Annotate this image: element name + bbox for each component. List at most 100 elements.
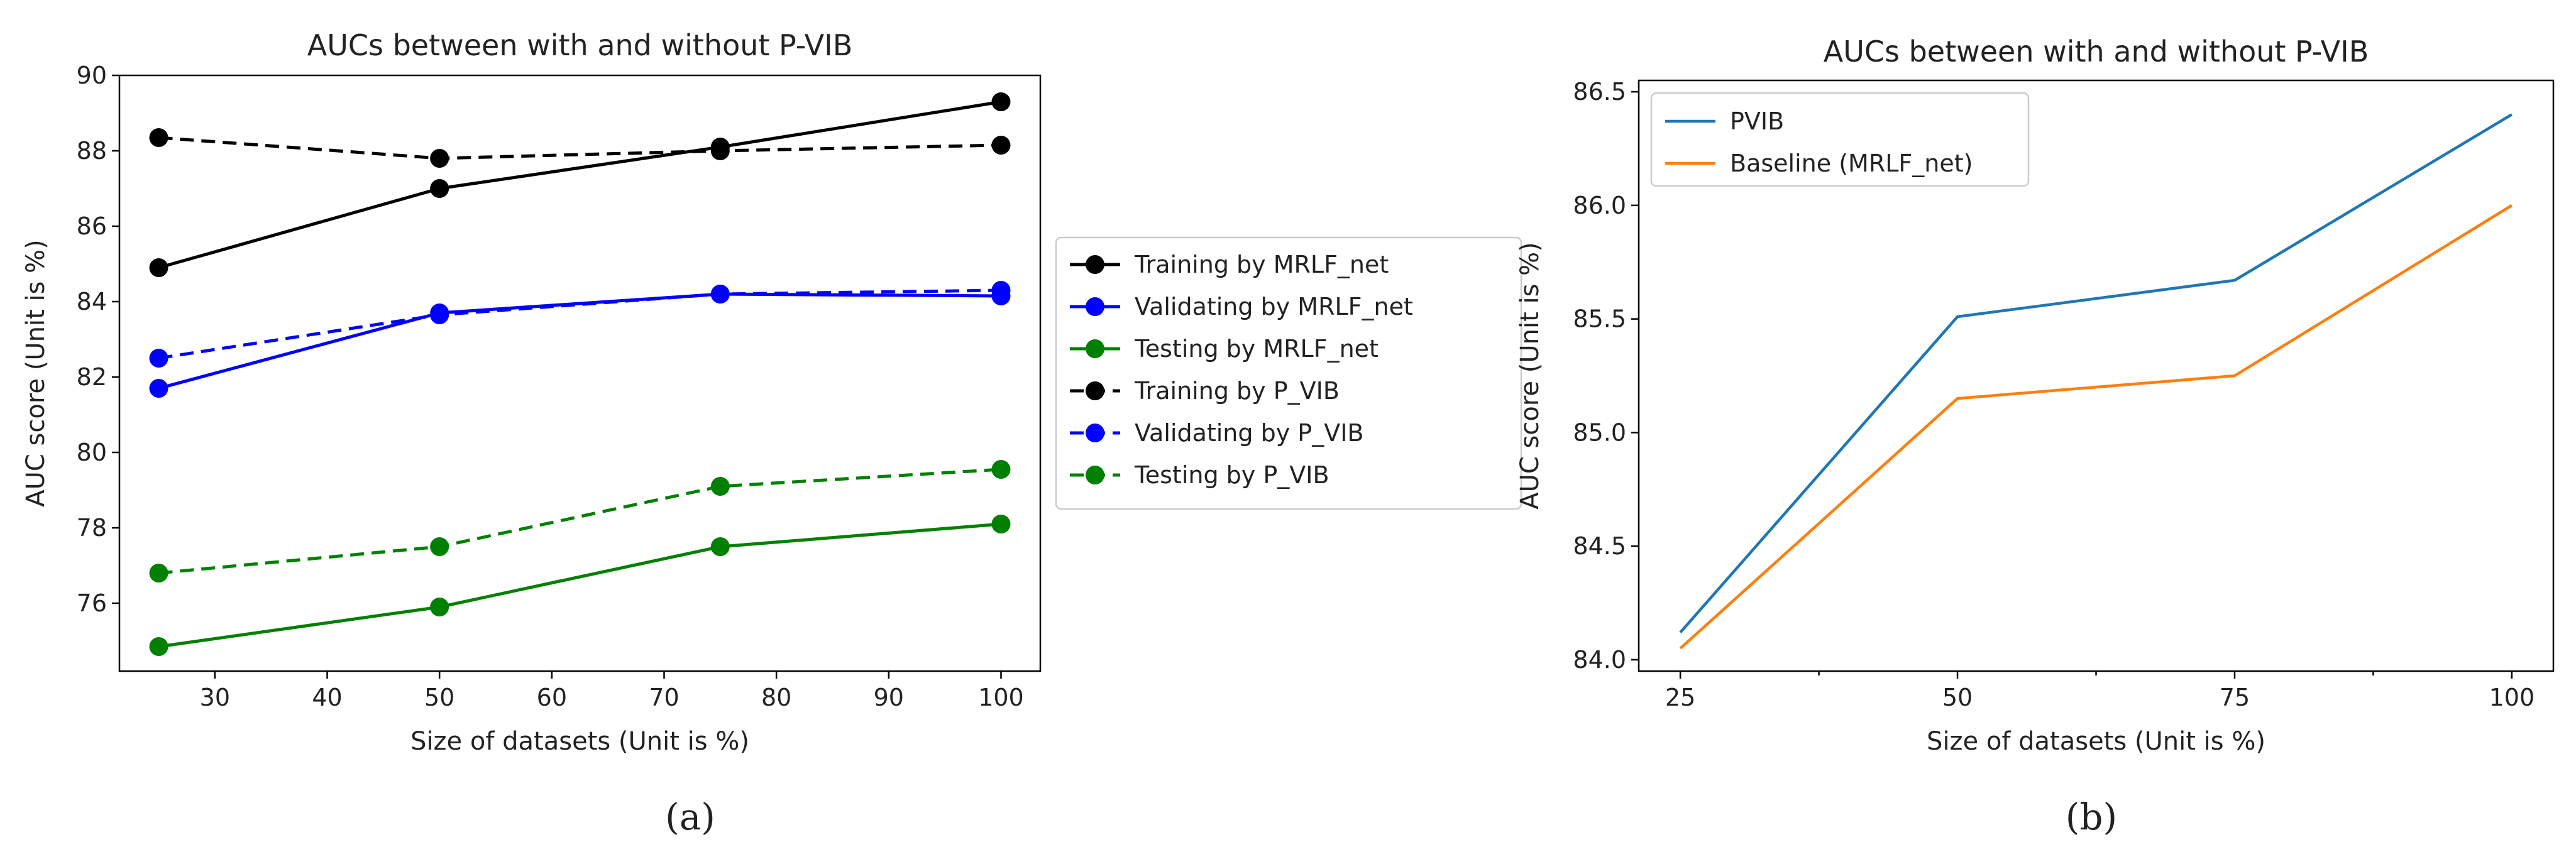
x-tick-label: 60: [537, 684, 567, 711]
legend-entry: Testing by P_VIB: [1070, 461, 1329, 489]
legend-swatch-marker: [1086, 381, 1104, 400]
legend: PVIB Baseline (MRLF_net): [1650, 92, 2030, 187]
series-line: [1679, 113, 2513, 634]
panel-caption: (b): [2066, 796, 2117, 838]
series-line: [158, 100, 1001, 270]
data-point: [991, 92, 1011, 111]
y-tick-label: 88: [77, 137, 107, 165]
data-point: [149, 258, 168, 277]
legend-swatch-marker: [1086, 255, 1104, 274]
legend-swatch-marker: [1086, 297, 1104, 316]
series-validating-by-p-vib: [149, 281, 1011, 368]
x-tick-label: 100: [2489, 684, 2535, 711]
series-baseline-mrlf-net-: [1679, 204, 2513, 650]
data-point: [149, 349, 168, 368]
data-point: [149, 379, 168, 398]
series-line: [158, 292, 1001, 390]
data-point: [710, 477, 730, 496]
legend-box: [1650, 92, 2030, 187]
series-line: [158, 522, 1001, 648]
y-tick-label: 82: [77, 363, 107, 391]
chart-panel-a: AUCs between with and without P-VIB 30 40 5…: [21, 28, 1522, 838]
legend-label: Testing by P_VIB: [1134, 461, 1329, 489]
legend-entry: Validating by MRLF_net: [1070, 293, 1413, 320]
chart-title: AUCs between with and without P-VIB: [1824, 35, 2369, 68]
legend-entry: Training by MRLF_net: [1070, 251, 1389, 278]
legend-swatch-marker: [1086, 424, 1104, 442]
legend-label: Baseline (MRLF_net): [1730, 150, 1973, 177]
legend-label: Validating by P_VIB: [1135, 419, 1363, 447]
data-point: [710, 285, 730, 303]
data-point: [991, 515, 1011, 533]
legend-entry: PVIB: [1665, 107, 1784, 135]
chart-panel-b: AUCs between with and without P-VIB 25 50 7…: [1516, 35, 2555, 838]
legend-label: Validating by MRLF_net: [1135, 293, 1413, 320]
data-point: [991, 460, 1011, 479]
series-testing-by-p-vib: [149, 460, 1011, 582]
data-point: [430, 598, 449, 616]
y-tick-label: 85.5: [1573, 305, 1626, 333]
plot-frame: [118, 74, 1042, 672]
legend: Training by MRLF_net Validating by MRLF_n…: [1055, 236, 1522, 510]
series-line: [158, 468, 1001, 575]
y-tick-label: 84.0: [1573, 646, 1626, 674]
x-tick-label: 80: [761, 684, 791, 711]
series-line: [158, 288, 1001, 360]
series-testing-by-mrlf-net: [149, 515, 1011, 656]
legend-swatch-marker: [1086, 339, 1104, 358]
data-point: [430, 537, 449, 556]
legend-label: Training by MRLF_net: [1134, 251, 1389, 278]
data-point: [430, 149, 449, 168]
data-point: [430, 305, 449, 324]
series-line: [1679, 204, 2513, 650]
chart-title: AUCs between with and without P-VIB: [307, 28, 853, 62]
x-axis-label: Size of datasets (Unit is %): [1927, 727, 2265, 756]
x-tick-label: 70: [649, 684, 679, 711]
x-tick-label: 90: [874, 684, 904, 711]
series-training-by-p-vib: [149, 128, 1011, 168]
data-point: [991, 281, 1011, 300]
y-tick-label: 86.0: [1573, 192, 1626, 219]
series-validating-by-mrlf-net: [149, 285, 1011, 398]
x-tick-label: 75: [2220, 684, 2250, 711]
y-tick-label: 80: [77, 439, 107, 466]
legend-label: PVIB: [1730, 107, 1784, 135]
legend-entry: Baseline (MRLF_net): [1665, 150, 1973, 177]
legend-label: Training by P_VIB: [1134, 377, 1340, 405]
series-pvib: [1679, 113, 2513, 634]
legend-entry: Training by P_VIB: [1070, 377, 1340, 405]
x-axis-label: Size of datasets (Unit is %): [410, 727, 749, 756]
x-tick-label: 50: [1942, 684, 1973, 711]
x-tick-label: 30: [200, 684, 230, 711]
y-tick-label: 90: [77, 62, 107, 89]
data-point: [149, 564, 168, 582]
y-axis-label: AUC score (Unit is %): [21, 239, 50, 507]
series-training-by-mrlf-net: [149, 92, 1011, 277]
x-tick-label: 100: [978, 684, 1024, 711]
data-point: [149, 637, 168, 656]
y-tick-label: 84: [77, 288, 107, 315]
y-tick-label: 85.0: [1573, 418, 1626, 446]
y-tick-label: 78: [77, 514, 107, 542]
y-tick-label: 84.5: [1573, 532, 1626, 560]
legend-label: Testing by MRLF_net: [1134, 335, 1379, 363]
data-point: [710, 141, 730, 160]
y-tick-label: 76: [77, 589, 107, 617]
legend-entry: Testing by MRLF_net: [1070, 335, 1379, 363]
y-axis-label: AUC score (Unit is %): [1516, 242, 1544, 510]
panel-caption: (a): [665, 796, 715, 838]
x-tick-label: 25: [1665, 684, 1695, 711]
x-tick-label: 50: [424, 684, 454, 711]
legend-entry: Validating by P_VIB: [1070, 419, 1363, 447]
legend-box: [1055, 236, 1522, 510]
data-point: [991, 136, 1011, 155]
x-tick-label: 40: [312, 684, 342, 711]
data-point: [710, 537, 730, 556]
legend-swatch-marker: [1086, 466, 1104, 484]
data-point: [149, 128, 168, 147]
series-line: [158, 136, 1001, 160]
y-tick-label: 86: [77, 212, 107, 240]
data-point: [430, 179, 449, 198]
y-tick-label: 86.5: [1573, 78, 1626, 106]
